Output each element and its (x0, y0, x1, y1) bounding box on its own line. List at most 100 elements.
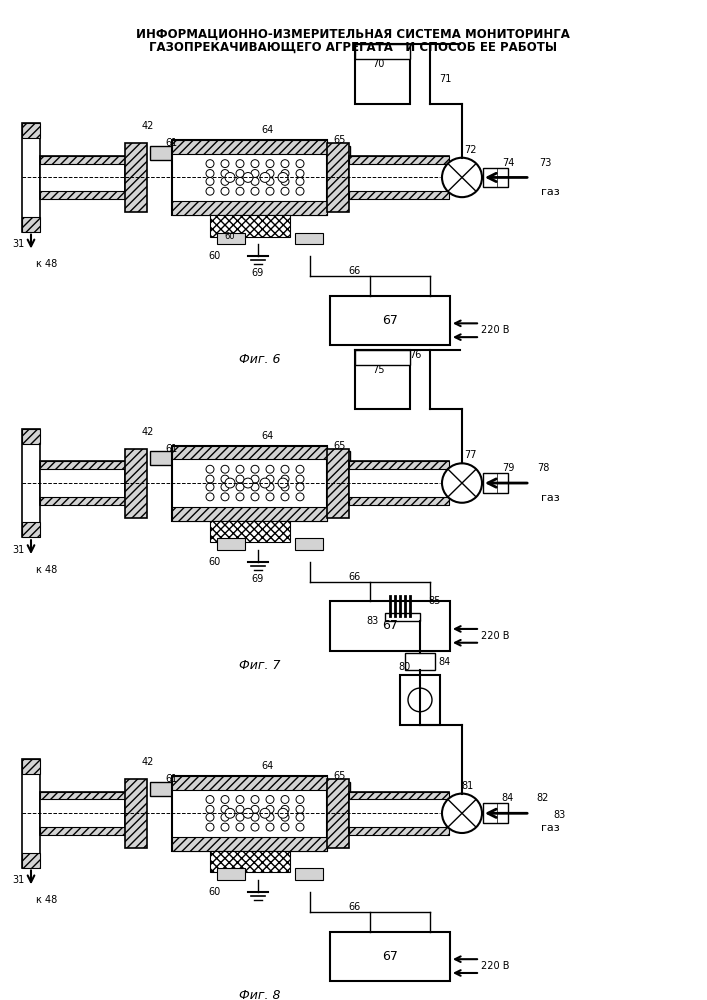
Bar (172, 446, 327, 459)
Circle shape (206, 475, 214, 483)
Circle shape (296, 170, 304, 177)
Text: 83: 83 (554, 810, 566, 820)
Text: 31: 31 (12, 545, 24, 555)
Circle shape (221, 796, 229, 803)
Circle shape (442, 158, 482, 197)
Bar (349, 461, 449, 505)
Text: 61: 61 (166, 444, 178, 454)
Bar (22, 759, 40, 868)
Circle shape (266, 475, 274, 483)
Circle shape (442, 463, 482, 503)
Bar (22, 123, 40, 232)
Circle shape (281, 177, 289, 185)
Circle shape (266, 177, 274, 185)
Circle shape (281, 493, 289, 501)
Bar (349, 827, 449, 835)
Text: 31: 31 (12, 875, 24, 885)
Circle shape (266, 160, 274, 168)
Circle shape (251, 483, 259, 491)
Text: 76: 76 (409, 350, 421, 360)
Text: 84: 84 (439, 657, 451, 667)
Circle shape (206, 805, 214, 813)
Circle shape (225, 808, 235, 818)
Bar (328, 782, 350, 796)
Circle shape (243, 173, 253, 182)
Circle shape (260, 478, 270, 488)
Bar (349, 497, 449, 505)
Circle shape (296, 483, 304, 491)
Circle shape (296, 475, 304, 483)
Text: 67: 67 (382, 950, 398, 963)
Bar (330, 296, 450, 345)
Circle shape (281, 187, 289, 195)
Circle shape (296, 465, 304, 473)
Circle shape (206, 813, 214, 821)
Bar (40, 792, 125, 835)
Circle shape (236, 187, 244, 195)
Circle shape (206, 796, 214, 803)
Circle shape (221, 465, 229, 473)
Circle shape (251, 475, 259, 483)
Circle shape (296, 177, 304, 185)
Circle shape (442, 794, 482, 833)
Bar (385, 613, 420, 621)
Text: 79: 79 (502, 463, 514, 473)
Text: 60: 60 (209, 251, 221, 261)
Text: ГАЗОПРЕКАЧИВАЮЩЕГО АГРЕГАТА   И СПОСОБ ЕЕ РАБОТЫ: ГАЗОПРЕКАЧИВАЮЩЕГО АГРЕГАТА И СПОСОБ ЕЕ … (149, 41, 557, 54)
Circle shape (278, 808, 288, 818)
Text: 71: 71 (439, 74, 451, 84)
Bar (40, 156, 125, 199)
Circle shape (266, 805, 274, 813)
Circle shape (206, 160, 214, 168)
Bar (330, 932, 450, 981)
Circle shape (221, 177, 229, 185)
Text: газ: газ (541, 187, 559, 197)
Circle shape (296, 493, 304, 501)
Text: 70: 70 (372, 59, 384, 69)
Bar (210, 851, 290, 872)
Bar (328, 451, 350, 465)
Circle shape (278, 173, 288, 182)
Circle shape (251, 160, 259, 168)
Text: 74: 74 (502, 158, 514, 168)
Bar (355, 350, 410, 365)
Circle shape (221, 813, 229, 821)
Circle shape (260, 173, 270, 182)
Text: 72: 72 (464, 145, 477, 155)
Bar (125, 779, 147, 848)
Text: 80: 80 (399, 662, 411, 672)
Circle shape (225, 478, 235, 488)
Bar (22, 429, 40, 537)
Circle shape (236, 170, 244, 177)
Bar (150, 146, 172, 160)
Bar (22, 853, 40, 868)
Text: 65: 65 (334, 135, 346, 145)
Circle shape (281, 796, 289, 803)
Circle shape (236, 493, 244, 501)
Bar (22, 522, 40, 537)
Circle shape (296, 187, 304, 195)
Text: 61: 61 (166, 774, 178, 784)
Text: 61: 61 (166, 138, 178, 148)
Circle shape (206, 465, 214, 473)
Text: 220 В: 220 В (481, 631, 509, 641)
Text: 75: 75 (372, 365, 384, 375)
Text: 42: 42 (142, 121, 154, 131)
Circle shape (206, 187, 214, 195)
Text: 220 В: 220 В (481, 961, 509, 971)
Bar (349, 191, 449, 199)
Bar (22, 217, 40, 232)
Circle shape (236, 465, 244, 473)
Bar (483, 803, 508, 823)
Circle shape (251, 493, 259, 501)
Bar (210, 521, 290, 542)
Circle shape (236, 160, 244, 168)
Circle shape (281, 170, 289, 177)
Bar (327, 143, 349, 212)
Bar (22, 429, 40, 444)
Text: 64: 64 (262, 431, 274, 441)
Bar (210, 215, 290, 237)
Circle shape (251, 187, 259, 195)
Circle shape (281, 160, 289, 168)
Circle shape (236, 796, 244, 803)
